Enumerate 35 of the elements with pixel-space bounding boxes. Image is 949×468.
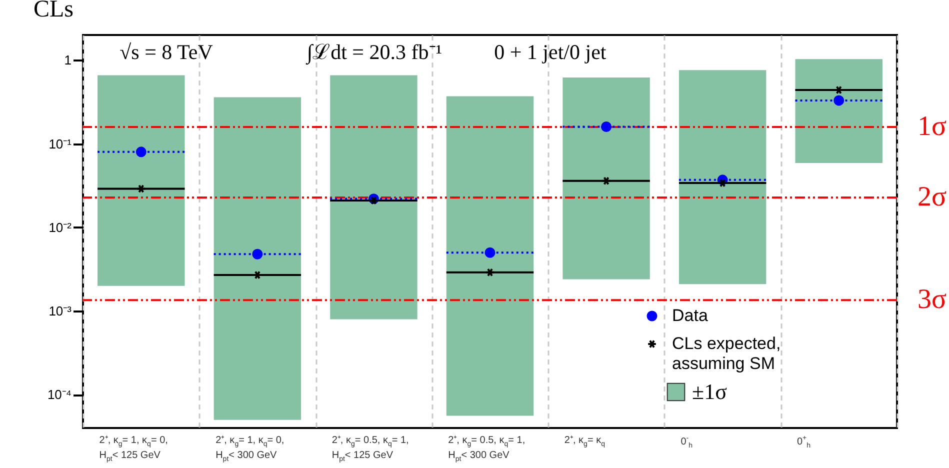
- bar: [98, 75, 185, 286]
- legend-label: CLs expected, assuming SM: [672, 334, 781, 373]
- point: [601, 176, 612, 186]
- point: [601, 122, 612, 132]
- bar: [330, 75, 418, 320]
- y-tick-label: 10⁻³: [48, 304, 72, 319]
- category-label: 2⁺, κ$_{g}$= 1, κ$_{q}$= 0, H$_{pt}$< 125 GeV: [99, 435, 168, 463]
- legend-label: Data: [672, 306, 708, 325]
- ref-line-label: 2σ: [917, 182, 947, 213]
- point: [136, 146, 146, 158]
- category-label: 2⁺, κ$_{g}$= 0.5, κ$_{q}$= 1, H$_{pt}$< 125 GeV: [332, 435, 409, 463]
- y-tick-label: 10⁻²: [48, 220, 72, 235]
- ref-line-label: 1σ: [917, 110, 947, 142]
- category-label: 2⁺, κ$_{g}$= 0.5, κ$_{q}$= 1, H$_{pt}$< 300 GeV: [448, 435, 526, 463]
- bar: [678, 70, 766, 284]
- bar: [446, 96, 534, 416]
- category-label: 2⁺, κ$_{g}$= 1, κ$_{q}$= 0, H$_{pt}$< 300 GeV: [216, 435, 284, 463]
- y-axis-title: CLs: [33, 0, 74, 22]
- bar: [214, 97, 302, 420]
- point: [834, 95, 844, 106]
- y-tick-label: 1: [64, 52, 72, 68]
- y-tick-label: 10⁻⁴: [47, 387, 72, 402]
- x-tick-label: 2⁺, κ$_{g}$= κ$_{q}$: [564, 435, 606, 450]
- point: [252, 248, 263, 260]
- point: [136, 184, 146, 194]
- legend-label: ±1σ: [692, 379, 728, 404]
- bar: [795, 59, 882, 163]
- point: [485, 268, 495, 277]
- annotation: 0 + 1 jet/0 jet: [494, 40, 606, 64]
- annotation: √s = 8 TeV: [120, 40, 213, 64]
- point: [484, 247, 496, 258]
- y-tick-label: 10⁻¹: [48, 136, 72, 152]
- annotation: ∫ℒdt = 20.3 fb⁻¹: [304, 40, 442, 65]
- bar: [562, 78, 650, 280]
- ref-line-label: 3σ: [917, 284, 947, 316]
